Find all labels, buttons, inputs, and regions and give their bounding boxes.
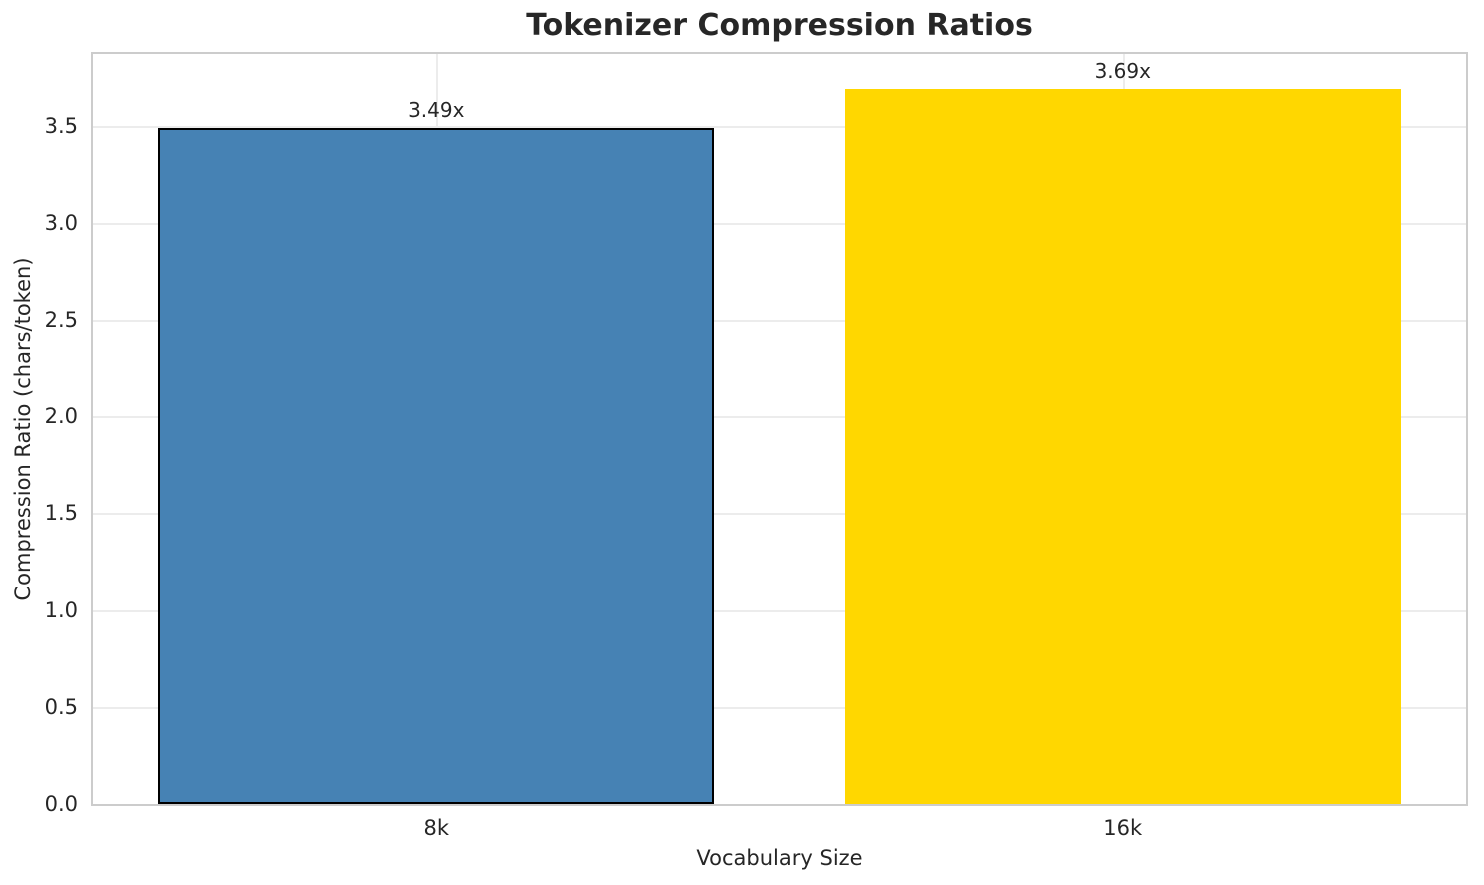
- bar-16k: [844, 88, 1401, 804]
- y-tick-label: 3.0: [44, 210, 78, 235]
- bar-value-label: 3.49x: [408, 97, 465, 122]
- x-tick-label: 16k: [1103, 816, 1143, 840]
- bar-8k: [158, 127, 715, 804]
- bar-value-label: 3.69x: [1094, 58, 1151, 83]
- x-tick-label: 8k: [423, 816, 450, 840]
- y-tick-label: 3.5: [44, 113, 78, 138]
- h-gridline: [93, 222, 1466, 225]
- h-gridline: [93, 416, 1466, 419]
- chart-title: Tokenizer Compression Ratios: [526, 8, 1033, 43]
- y-tick-label: 0.0: [44, 792, 78, 816]
- y-tick-label: 2.5: [44, 307, 78, 332]
- y-tick-label: 1.5: [44, 501, 78, 526]
- h-gridline: [93, 513, 1466, 516]
- h-gridline: [93, 125, 1466, 128]
- y-tick-label: 2.0: [44, 404, 78, 429]
- h-gridline: [93, 610, 1466, 613]
- y-tick-label: 0.5: [44, 695, 78, 720]
- x-axis-label: Vocabulary Size: [696, 846, 863, 870]
- h-gridline: [93, 707, 1466, 710]
- y-tick-label: 1.0: [44, 598, 78, 623]
- plot-area: [91, 52, 1468, 806]
- h-gridline: [93, 319, 1466, 322]
